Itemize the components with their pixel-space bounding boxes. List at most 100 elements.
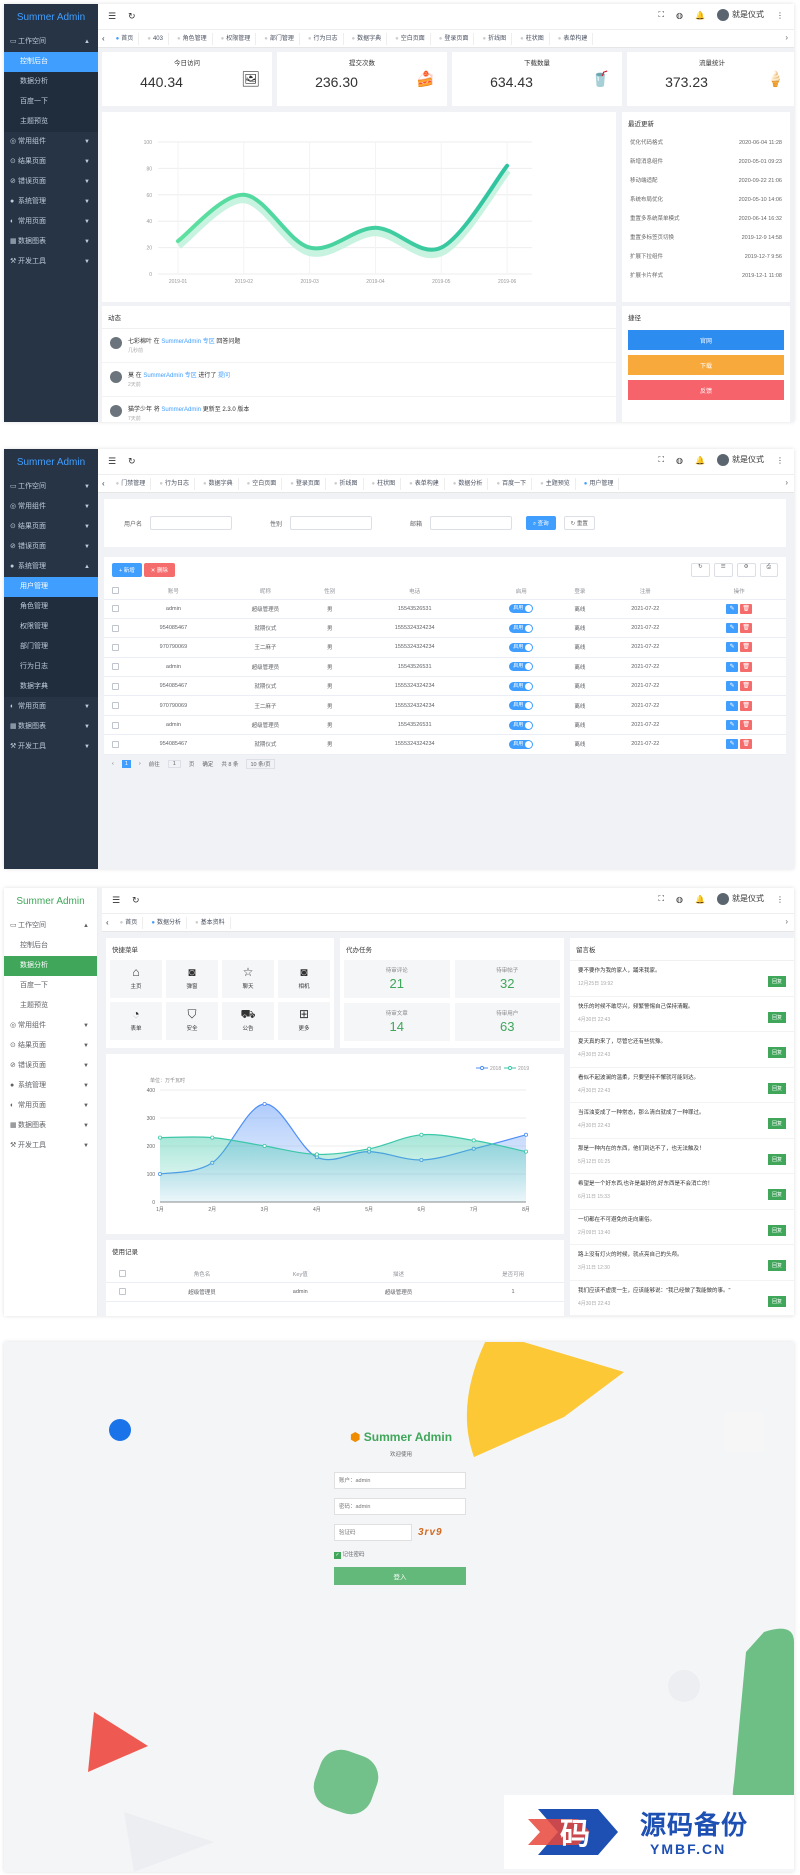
tag-2[interactable]: ● 数据字典: [198, 477, 239, 490]
menu-item-2[interactable]: ⊙ 结果页面 ▼: [4, 1036, 97, 1056]
submenu-item-1[interactable]: 数据分析: [4, 956, 97, 976]
tag-11[interactable]: ● 表单构建: [553, 32, 594, 45]
row-checkbox[interactable]: [112, 643, 120, 651]
reply-button[interactable]: 回复: [767, 1118, 786, 1129]
feed-link[interactable]: SummerAdmin: [161, 407, 202, 413]
update-row[interactable]: 重置多系统菜单模式 2020-06-14 16:32: [630, 216, 782, 222]
tag-5[interactable]: ● 行为日志: [303, 32, 344, 45]
select-all-checkbox[interactable]: [118, 1270, 126, 1278]
print-icon[interactable]: ⎙: [759, 563, 778, 577]
tag-8[interactable]: ● 登录页面: [434, 32, 475, 45]
reply-button[interactable]: 回复: [767, 1295, 786, 1307]
account-input[interactable]: [334, 1472, 466, 1489]
page-size-select[interactable]: 10 条/页: [246, 758, 275, 769]
row-checkbox[interactable]: [118, 1288, 126, 1296]
menu-item-6[interactable]: ▦数据图表 ▼: [4, 1116, 97, 1136]
more-icon[interactable]: ⋮: [776, 10, 784, 20]
todo-item-2[interactable]: 待审文章 14: [344, 1003, 450, 1041]
enable-switch[interactable]: 启用: [509, 662, 534, 672]
menu-item-4[interactable]: ● 系统管理 ▲: [4, 557, 98, 577]
tags-scroll-left-icon[interactable]: ‹: [102, 34, 105, 43]
query-button[interactable]: ⌕ 查询: [526, 516, 556, 530]
feed-link[interactable]: 提问: [218, 373, 231, 379]
tag-4[interactable]: ● 部门管理: [259, 32, 300, 45]
menu-item-5[interactable]: ◐ 常用页面 ▼: [4, 1096, 97, 1116]
tag-6[interactable]: ● 柱状图: [367, 477, 402, 490]
row-checkbox[interactable]: [112, 663, 120, 671]
quick-menu-item-3[interactable]: ◙ 相机: [278, 960, 330, 998]
submenu-item-3[interactable]: 主题预览: [20, 1002, 48, 1009]
reply-button[interactable]: 回复: [767, 1011, 786, 1023]
submenu-item-0[interactable]: 控制后台: [20, 942, 48, 949]
email-input[interactable]: [430, 516, 513, 530]
next-icon[interactable]: ›: [138, 760, 141, 767]
captcha-input[interactable]: [334, 1524, 412, 1541]
select-all-checkbox[interactable]: [112, 587, 120, 595]
feed-link[interactable]: SummerAdmin 专区: [161, 339, 215, 345]
density-icon[interactable]: ☰: [713, 563, 733, 577]
edit-icon[interactable]: ✎: [726, 661, 739, 672]
hamburger-icon[interactable]: ☰: [112, 895, 121, 905]
todo-item-0[interactable]: 待审评论 21: [344, 960, 450, 998]
add-button[interactable]: + 新增: [112, 563, 142, 577]
tags-scroll-left-icon[interactable]: ‹: [102, 479, 105, 488]
submenu-item-3[interactable]: 主题预览: [20, 118, 48, 125]
update-row[interactable]: 优化代码格式 2020-06-04 11:28: [630, 140, 782, 146]
submenu-item-5[interactable]: 数据字典: [20, 683, 48, 690]
row-checkbox[interactable]: [112, 624, 120, 632]
user-menu[interactable]: 就是仪式: [717, 893, 764, 905]
bell-icon[interactable]: 🔔: [695, 455, 705, 465]
reply-button[interactable]: 回复: [767, 1153, 786, 1165]
user-menu[interactable]: 就是仪式: [717, 9, 764, 21]
fullscreen-icon[interactable]: ⛶: [658, 894, 665, 903]
tags-scroll-right-icon[interactable]: ›: [785, 33, 788, 42]
edit-icon[interactable]: ✎: [726, 681, 739, 692]
delete-icon[interactable]: 🗑: [740, 603, 753, 614]
todo-item-1[interactable]: 待审帖子 32: [454, 960, 560, 998]
tags-scroll-right-icon[interactable]: ›: [785, 478, 788, 487]
enable-switch[interactable]: 启用: [509, 739, 534, 749]
tag-9[interactable]: ● 百度一下: [491, 477, 533, 490]
password-input[interactable]: [334, 1498, 466, 1515]
quick-menu-item-7[interactable]: ⊞ 更多: [278, 1002, 330, 1040]
quick-menu-item-6[interactable]: ⛟ 公告: [222, 1002, 274, 1040]
tag-0[interactable]: ● 首页: [111, 32, 140, 45]
fullscreen-icon[interactable]: ⛶: [658, 455, 665, 464]
reply-button[interactable]: 回复: [767, 1047, 786, 1058]
submenu-item-2[interactable]: 权限管理: [20, 623, 48, 630]
more-icon[interactable]: ⋮: [776, 455, 784, 465]
menu-item-2[interactable]: ⊙ 结果页面 ▼: [4, 517, 98, 537]
update-row[interactable]: 移动端适配 2020-09-22 21:06: [630, 178, 782, 184]
delete-icon[interactable]: 🗑: [740, 739, 753, 750]
delete-icon[interactable]: 🗑: [740, 661, 753, 672]
remember-row[interactable]: ✓ 记住密码: [334, 1552, 365, 1559]
globe-icon[interactable]: ◍: [676, 894, 684, 904]
submenu-item-2[interactable]: 百度一下: [20, 982, 48, 989]
refresh-icon[interactable]: ↻: [128, 11, 136, 21]
edit-icon[interactable]: ✎: [726, 700, 739, 711]
update-row[interactable]: 扩展卡片样式 2019-12-1 11:08: [630, 273, 782, 279]
submenu-item-4[interactable]: 行为日志: [20, 663, 48, 670]
delete-button[interactable]: ✕ 删除: [143, 563, 175, 577]
delete-icon[interactable]: 🗑: [740, 681, 753, 692]
edit-icon[interactable]: ✎: [726, 642, 739, 653]
tag-4[interactable]: ● 登录页面: [285, 477, 326, 490]
menu-item-1[interactable]: ◎ 常用组件 ▼: [4, 497, 98, 517]
reply-button[interactable]: 回复: [767, 1260, 786, 1271]
quick-button-0[interactable]: 官网: [628, 330, 784, 350]
tag-0[interactable]: ● 首页: [115, 916, 144, 929]
menu-item-1[interactable]: ◎ 常用组件 ▼: [4, 1016, 97, 1036]
fullscreen-icon[interactable]: ⛶: [658, 10, 665, 19]
tag-11[interactable]: ● 用户管理: [579, 477, 620, 490]
reply-button[interactable]: 回复: [767, 1224, 786, 1236]
tag-2[interactable]: ● 角色管理: [172, 32, 213, 45]
globe-icon[interactable]: ◍: [676, 455, 684, 465]
hamburger-icon[interactable]: ☰: [108, 456, 117, 466]
tag-6[interactable]: ● 数据字典: [347, 32, 388, 45]
tags-scroll-left-icon[interactable]: ‹: [106, 918, 109, 927]
menu-item-4[interactable]: ● 系统管理 ▼: [4, 1076, 97, 1096]
enable-switch[interactable]: 启用: [509, 720, 534, 730]
tag-1[interactable]: ● 403: [142, 32, 169, 45]
quick-menu-item-5[interactable]: ⛉ 安全: [166, 1002, 218, 1040]
menu-item-3[interactable]: ⊘ 错误页面 ▼: [4, 537, 98, 557]
